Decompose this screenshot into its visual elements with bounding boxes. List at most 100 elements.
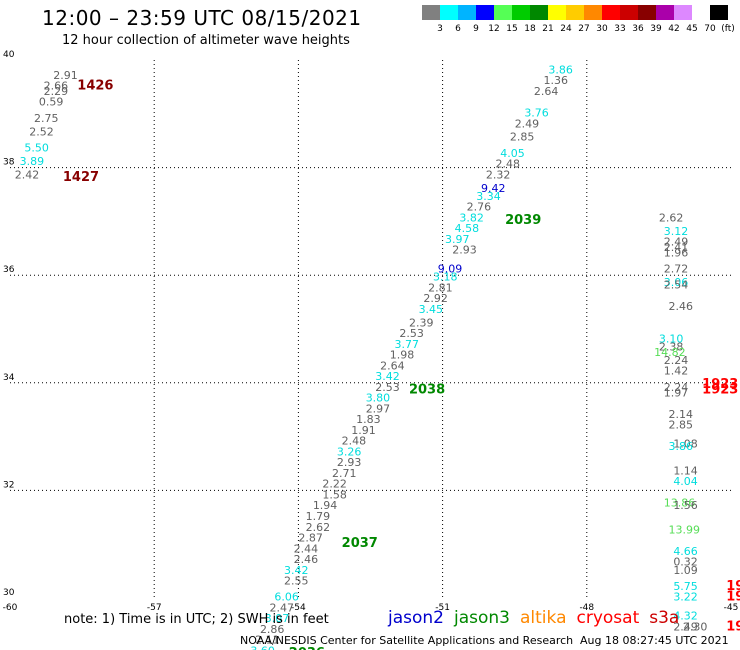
wave-height-label: 2.24 <box>664 354 689 367</box>
wave-height-label: 1.79 <box>306 510 331 523</box>
wave-height-label: 2.72 <box>664 263 689 276</box>
pass-label: 19 <box>726 579 740 594</box>
wave-height-label: 4.66 <box>673 545 698 558</box>
scale-label: 36 <box>632 24 644 34</box>
scale-label: 27 <box>578 24 590 34</box>
wave-height-label: 2.87 <box>298 532 323 545</box>
wave-height-label: 3.42 <box>284 564 309 577</box>
wave-height-label: 2.49 <box>515 117 540 130</box>
scale-swatch <box>494 5 512 20</box>
wave-height-label: 2.29 <box>44 85 69 98</box>
wave-height-label: 2.66 <box>44 80 69 93</box>
wave-height-label: 3.45 <box>419 303 444 316</box>
scale-label: 42 <box>668 24 680 34</box>
scale-label: 33 <box>614 24 626 34</box>
wave-height-label: 3.22 <box>673 591 698 604</box>
wave-height-label: 9.42 <box>481 182 506 195</box>
wave-height-label: 2.85 <box>669 419 694 432</box>
satellite-jason3: jason3 <box>454 608 510 628</box>
wave-height-label: 4.04 <box>673 475 698 488</box>
wave-height-label: 2.92 <box>423 292 448 305</box>
wave-height-label: 1.98 <box>390 349 415 362</box>
wave-height-label: 13.99 <box>669 523 701 536</box>
wave-height-label: 2.49 <box>664 236 689 249</box>
scale-swatch <box>692 5 710 20</box>
pass-label: 19 <box>726 619 740 634</box>
scale-swatch <box>602 5 620 20</box>
wave-height-label: 2.24 <box>664 381 689 394</box>
wave-height-label: 2.14 <box>669 408 694 421</box>
wave-height-label: 3.89 <box>20 155 45 168</box>
wave-height-label: 0.59 <box>39 96 64 109</box>
wave-height-label: 2.75 <box>34 112 59 125</box>
pass-label: 19 <box>726 590 740 605</box>
wave-height-label: 9.09 <box>438 263 463 276</box>
lon-tick-label: -60 <box>3 603 18 613</box>
lon-tick-label: -54 <box>291 603 306 613</box>
lon-tick-label: -51 <box>435 603 450 613</box>
wave-height-label: 2.53 <box>375 381 400 394</box>
satellite-altika: altika <box>520 608 567 628</box>
wave-height-label: 1.08 <box>673 437 698 450</box>
wave-height-label: 1.97 <box>664 386 689 399</box>
wave-height-label: 2.46 <box>294 553 319 566</box>
wave-height-label: 3.26 <box>337 445 362 458</box>
wave-height-label: 2.49 <box>673 620 698 633</box>
scale-label: 12 <box>488 24 500 34</box>
wave-height-label: 3.82 <box>459 211 484 224</box>
wave-height-label: 14.82 <box>654 346 686 359</box>
wave-height-label: 5.50 <box>24 141 48 154</box>
scale-label: 3 <box>437 24 443 34</box>
wave-height-label: 3.86 <box>548 63 573 76</box>
satellite-jason2: jason2 <box>388 608 444 628</box>
wave-height-label: 2.52 <box>29 125 54 138</box>
scale-label: 15 <box>506 24 518 34</box>
scale-label: 9 <box>473 24 479 34</box>
page-subtitle: 12 hour collection of altimeter wave hei… <box>62 33 350 48</box>
wave-height-label: 2.76 <box>467 201 492 214</box>
wave-height-label: 2.71 <box>332 467 357 480</box>
wave-height-label: 3.77 <box>395 338 420 351</box>
wave-height-label: 2.22 <box>322 478 347 491</box>
pass-label: 1923 <box>702 383 738 398</box>
wave-height-label: 2.46 <box>669 300 694 313</box>
wave-height-label: 3.07 <box>265 612 290 625</box>
lat-tick-label: 34 <box>3 373 15 383</box>
scale-swatch <box>566 5 584 20</box>
lat-tick-label: 32 <box>3 480 14 490</box>
scale-label: 21 <box>542 24 554 34</box>
pass-label: 2038 <box>409 383 445 398</box>
wave-height-label: 3.80 <box>366 392 391 405</box>
lon-tick-label: -45 <box>724 603 739 613</box>
pass-label: 2037 <box>342 536 378 551</box>
wave-height-label: 2.55 <box>284 575 309 588</box>
wave-height-label: 1.42 <box>664 365 689 378</box>
scale-label: 24 <box>560 24 572 34</box>
wave-height-label: 2.86 <box>260 623 285 636</box>
wave-height-label: 2.44 <box>294 542 319 555</box>
scale-swatch <box>674 5 692 20</box>
lat-tick-label: 38 <box>3 158 15 168</box>
scale-label: 70 <box>704 24 716 34</box>
wave-height-label: 2.64 <box>380 359 405 372</box>
lon-tick-label: -57 <box>147 603 162 613</box>
wave-height-label: 13.86 <box>664 497 696 510</box>
wave-height-label: 3.86 <box>669 440 694 453</box>
wave-height-label: 1.56 <box>673 499 698 512</box>
pass-label: 1923 <box>702 377 738 392</box>
footnote: note: 1) Time is in UTC; 2) SWH is in fe… <box>64 612 329 627</box>
wave-height-label: 0.32 <box>673 556 698 569</box>
scale-swatch <box>530 5 548 20</box>
wave-height-label: 3.10 <box>659 332 684 345</box>
wave-height-label: 1.14 <box>673 464 698 477</box>
wave-height-label: 3.34 <box>476 190 501 203</box>
wave-height-label: 1.91 <box>351 424 376 437</box>
wave-height-label: 3.06 <box>664 276 689 289</box>
wave-height-label: 1.36 <box>544 74 569 87</box>
wave-height-label: 1.96 <box>664 246 689 259</box>
wave-height-label: 2.93 <box>337 456 362 469</box>
wave-height-label: 2.91 <box>53 69 77 82</box>
lat-tick-label: 40 <box>3 50 15 60</box>
wave-height-label: 3.76 <box>524 106 549 119</box>
